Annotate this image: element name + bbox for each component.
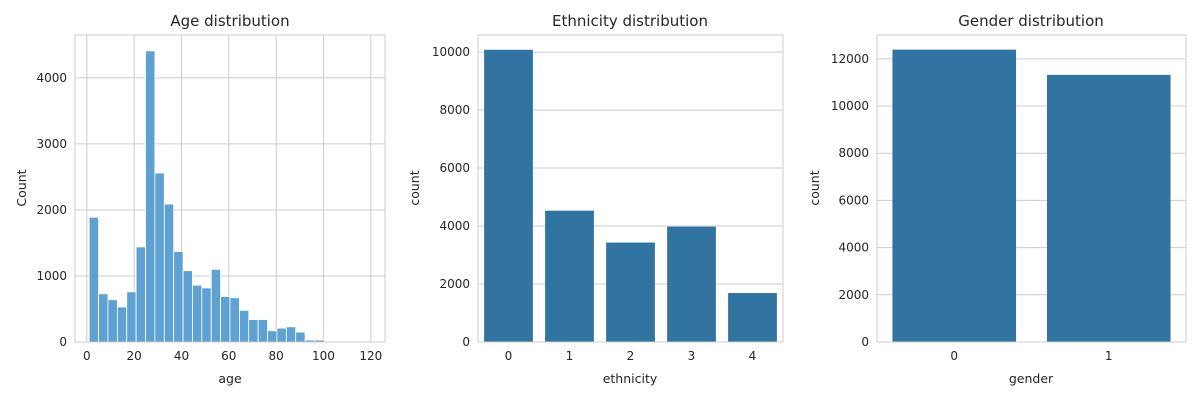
- age-x-tick-label: 40: [174, 349, 189, 363]
- gender-axes-frame: [876, 34, 1187, 343]
- age-histogram-panel: 0 1000 2000 3000 4000 0 20 40 60 80 100 120 Age dis…: [14, 12, 386, 386]
- age-y-tick-label: 0: [59, 335, 67, 349]
- ethnicity-x-tick-label: 4: [749, 349, 757, 363]
- age-histogram-bin: [126, 291, 137, 343]
- ethnicity-bar-0: [484, 49, 533, 343]
- age-x-axis-label: age: [218, 371, 242, 386]
- age-histogram-bin: [88, 216, 99, 343]
- age-histogram-bin: [267, 330, 278, 343]
- age-histogram-bin: [248, 319, 259, 343]
- age-y-tick-label: 4000: [36, 71, 67, 85]
- age-histogram-bin: [257, 319, 268, 343]
- age-histogram-bin: [276, 327, 287, 343]
- age-histogram-bin: [173, 251, 184, 343]
- ethnicity-y-axis-label: count: [407, 170, 422, 205]
- age-x-tick-label: 0: [83, 349, 91, 363]
- gender-y-tick-label: 8000: [838, 146, 869, 160]
- age-y-tick-label: 1000: [36, 269, 67, 283]
- ethnicity-x-tick-label: 1: [566, 349, 574, 363]
- age-histogram-bin: [135, 246, 146, 343]
- gender-x-tick-label: 0: [950, 349, 958, 363]
- age-histogram-bin: [116, 306, 128, 343]
- age-histogram-bin: [154, 172, 165, 343]
- age-histogram-bin: [98, 293, 109, 343]
- age-histogram-bin: [220, 296, 231, 343]
- ethnicity-bar-4: [728, 293, 777, 342]
- age-y-tick-label: 2000: [36, 203, 67, 217]
- ethnicity-x-tick-label: 3: [688, 349, 696, 363]
- age-histogram-bin: [201, 287, 212, 343]
- ethnicity-bar-1: [545, 210, 594, 342]
- age-x-tick-label: 60: [221, 349, 236, 363]
- gender-y-tick-label: 0: [861, 335, 869, 349]
- gender-y-tick-label: 12000: [831, 52, 869, 66]
- ethnicity-chart-title: Ethnicity distribution: [552, 12, 708, 30]
- ethnicity-y-tick-label: 8000: [439, 103, 470, 117]
- gender-x-tick-label: 1: [1105, 349, 1113, 363]
- gender-y-tick-label: 6000: [838, 193, 869, 207]
- age-y-axis-label: Count: [14, 169, 29, 206]
- gender-y-tick-label: 4000: [838, 241, 869, 255]
- gender-chart-title: Gender distribution: [958, 12, 1104, 30]
- gender-y-tick-label: 10000: [831, 99, 869, 113]
- ethnicity-y-tick-label: 0: [462, 335, 470, 349]
- gender-bar-panel: 0 2000 4000 6000 8000 10000 12000 0 1 Gender dis…: [807, 12, 1187, 386]
- ethnicity-y-tick-label: 4000: [439, 219, 470, 233]
- gender-bar-0: [892, 49, 1017, 343]
- age-histogram-bin: [295, 331, 306, 343]
- ethnicity-x-tick-label: 2: [627, 349, 635, 363]
- gender-bar-1: [1046, 74, 1171, 342]
- ethnicity-bar-3: [667, 226, 716, 342]
- age-histogram-bin: [285, 326, 297, 343]
- ethnicity-y-tick-label: 2000: [439, 277, 470, 291]
- ethnicity-bar-panel: 0 2000 4000 6000 8000 10000 0 1 2 3 4 Ethnicity di…: [407, 12, 784, 386]
- ethnicity-bar-2: [606, 242, 655, 342]
- ethnicity-y-tick-label: 6000: [439, 161, 470, 175]
- gender-x-axis-label: gender: [1009, 371, 1054, 386]
- ethnicity-x-tick-label: 0: [505, 349, 513, 363]
- age-chart-title: Age distribution: [170, 12, 289, 30]
- ethnicity-axes-frame: [477, 34, 784, 343]
- age-histogram-bin: [107, 299, 118, 343]
- age-x-tick-label: 80: [269, 349, 284, 363]
- gender-y-axis-label: count: [807, 170, 822, 205]
- ethnicity-y-tick-label: 10000: [432, 45, 470, 59]
- age-histogram-bin: [182, 270, 193, 343]
- age-axes-frame: [74, 34, 386, 343]
- age-y-tick-label: 3000: [36, 137, 67, 151]
- age-x-tick-label: 100: [312, 349, 335, 363]
- age-histogram-bin: [163, 203, 175, 343]
- age-histogram-bin: [145, 50, 156, 343]
- age-x-tick-label: 120: [359, 349, 382, 363]
- age-x-tick-label: 20: [127, 349, 142, 363]
- age-histogram-bin: [192, 284, 203, 343]
- age-histogram-bin: [210, 268, 222, 343]
- ethnicity-x-axis-label: ethnicity: [603, 371, 658, 386]
- age-histogram-bin: [238, 309, 250, 343]
- age-histogram-bin: [229, 297, 240, 343]
- gender-y-tick-label: 2000: [838, 288, 869, 302]
